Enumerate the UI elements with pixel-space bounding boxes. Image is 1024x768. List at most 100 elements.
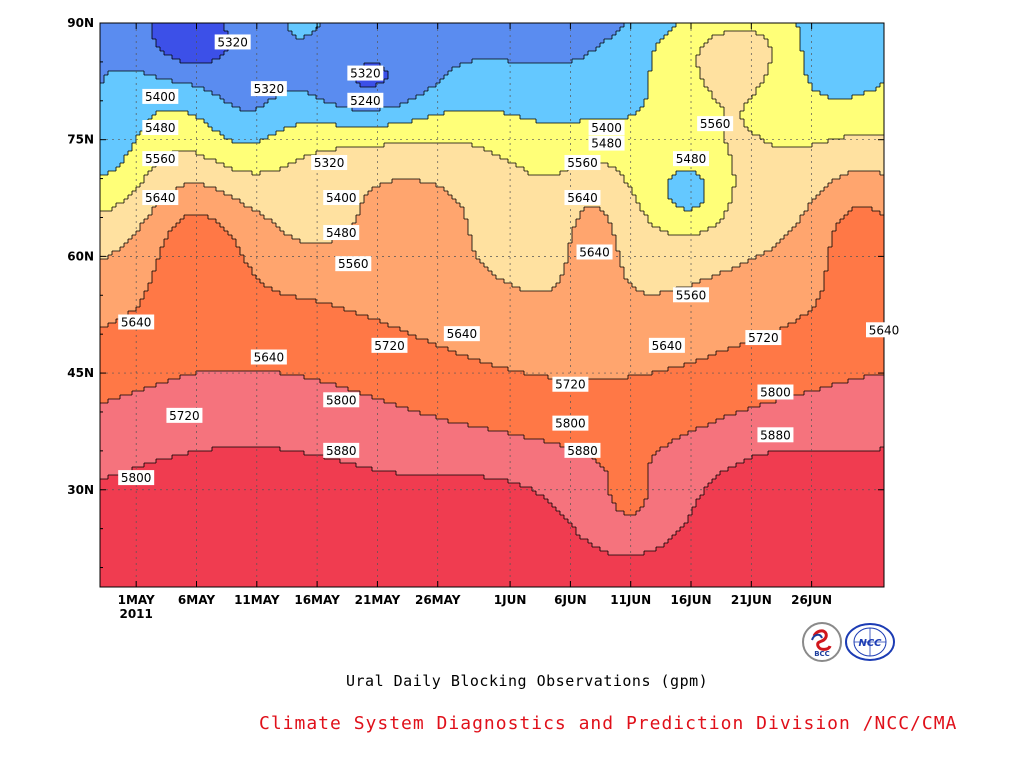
contour-band-cell — [648, 75, 701, 80]
contour-label: 5640 — [648, 337, 685, 353]
contour-band-cell — [100, 307, 137, 312]
contour-band-cell — [212, 447, 281, 452]
contour-band-cell — [408, 407, 749, 412]
x-tick-label: 21JUN — [731, 593, 772, 607]
contour-label-text: 5560 — [145, 152, 176, 166]
contour-band-cell — [480, 359, 697, 364]
contour-band-cell — [364, 63, 381, 68]
contour-band-cell — [704, 195, 733, 200]
contour-band-cell — [444, 111, 505, 116]
contour-band-cell — [204, 87, 429, 92]
contour-label-text: 5640 — [145, 191, 176, 205]
contour-band-cell — [616, 243, 777, 248]
contour-band-cell — [516, 163, 577, 168]
contour-band-cell — [100, 503, 553, 508]
contour-band-cell — [176, 223, 221, 228]
contour-band-cell — [812, 87, 877, 92]
contour-band-cell — [748, 99, 884, 104]
contour-band-cell — [232, 139, 261, 144]
contour-band-cell — [668, 231, 701, 236]
contour-band-cell — [620, 171, 677, 176]
contour-band-cell — [620, 27, 673, 32]
contour-band-cell — [736, 463, 884, 468]
contour-band-cell — [648, 491, 705, 496]
contour-band-cell — [100, 219, 145, 224]
contour-band-cell — [520, 115, 629, 120]
contour-band-cell — [100, 279, 153, 284]
contour-band-cell — [492, 271, 565, 276]
contour-band-cell — [168, 379, 321, 384]
contour-band-cell — [468, 227, 573, 232]
contour-band-cell — [252, 271, 493, 276]
contour-band-cell — [100, 435, 525, 440]
contour-band-cell — [428, 115, 521, 120]
contour-band-cell — [700, 71, 769, 76]
contour-band-cell — [676, 23, 797, 28]
contour-band-cell — [152, 23, 225, 28]
contour-band-cell — [100, 127, 145, 132]
contour-band-cell — [584, 55, 653, 60]
contour-band-cell — [196, 151, 317, 156]
contour-band-cell — [632, 191, 669, 196]
contour-band-cell — [100, 375, 181, 380]
contour-band-cell — [100, 155, 125, 160]
contour-band-cell — [180, 59, 213, 64]
contour-band-cell — [100, 475, 109, 480]
contour-band-cell — [656, 43, 705, 48]
contour-label-bg — [588, 135, 625, 151]
contour-band-cell — [100, 55, 173, 60]
contour-band-cell — [100, 239, 129, 244]
contour-band-cell — [616, 31, 669, 36]
contour-band-cell — [100, 183, 141, 188]
contour-band-cell — [116, 167, 153, 172]
contour-band-cell — [100, 291, 145, 296]
contour-band-cell — [704, 191, 733, 196]
contour-band-cell — [708, 355, 884, 360]
contour-band-cell — [524, 435, 681, 440]
contour-label: 5800 — [757, 384, 794, 400]
contour-band-cell — [828, 95, 853, 100]
contour-band-cell — [648, 475, 717, 480]
contour-band-cell — [100, 543, 593, 548]
contour-band-cell — [708, 227, 793, 232]
contour-band-cell — [688, 519, 884, 524]
contour-band-cell — [596, 459, 653, 464]
contour-band-cell — [100, 555, 884, 560]
contour-band-cell — [640, 107, 725, 112]
contour-band-cell — [100, 67, 357, 72]
contour-band-cell — [772, 55, 805, 60]
contour-band-cell — [740, 115, 884, 120]
contour-band-cell — [396, 471, 609, 476]
contour-band-cell — [636, 111, 725, 116]
contour-band-cell — [880, 211, 884, 216]
contour-band-cell — [824, 271, 884, 276]
contour-band-cell — [488, 427, 697, 432]
contour-band-cell — [356, 463, 601, 468]
contour-band-cell — [100, 251, 113, 256]
contour-band-cell — [704, 491, 884, 496]
contour-band-cell — [728, 143, 773, 148]
contour-band-cell — [804, 391, 884, 396]
contour-band-cell — [660, 227, 709, 232]
contour-band-cell — [100, 271, 153, 276]
contour-band-cell — [732, 163, 884, 168]
contour-band-cell — [160, 47, 229, 52]
contour-band-cell — [668, 179, 705, 184]
contour-band-cell — [116, 203, 157, 208]
contour-band-cell — [476, 255, 569, 260]
contour-band-cell — [100, 539, 589, 544]
contour-band-cell — [364, 199, 457, 204]
contour-band-cell — [304, 35, 613, 40]
contour-band-cell — [112, 251, 161, 256]
contour-label-text: 5640 — [447, 327, 478, 341]
contour-label: 5320 — [311, 155, 348, 171]
contour-band-cell — [172, 227, 225, 232]
credit-line: Climate System Diagnostics and Predictio… — [259, 713, 958, 734]
contour-band-cell — [164, 243, 237, 248]
contour-label-text: 5880 — [760, 428, 791, 442]
contour-band-cell — [160, 251, 241, 256]
contour-band-cell — [356, 215, 465, 220]
contour-band-cell — [832, 239, 884, 244]
contour-band-cell — [448, 347, 729, 352]
contour-label-bg — [588, 120, 625, 136]
